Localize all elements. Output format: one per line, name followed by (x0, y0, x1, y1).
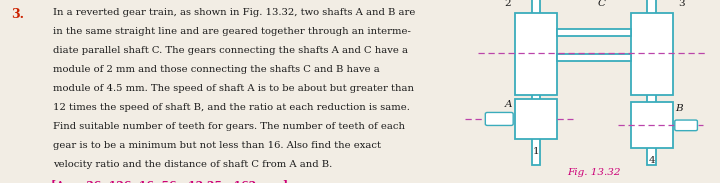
Text: gear is to be a minimum but not less than 16. Also find the exact: gear is to be a minimum but not less tha… (53, 141, 382, 150)
Text: 4: 4 (648, 156, 655, 165)
Text: module of 2 mm and those connecting the shafts C and B have a: module of 2 mm and those connecting the … (53, 65, 380, 74)
Text: B: B (675, 104, 683, 113)
Text: Find suitable number of teeth for gears. The number of teeth of each: Find suitable number of teeth for gears.… (53, 122, 405, 131)
Text: 2: 2 (505, 0, 511, 8)
Text: 1: 1 (533, 147, 539, 156)
Bar (631, 13, 672, 95)
Text: Fig. 13.32: Fig. 13.32 (567, 168, 621, 177)
FancyBboxPatch shape (485, 112, 513, 126)
Text: in the same straight line and are geared together through an interme-: in the same straight line and are geared… (53, 27, 411, 36)
Text: 12 times the speed of shaft B, and the ratio at each reduction is same.: 12 times the speed of shaft B, and the r… (53, 103, 410, 112)
Bar (532, 0, 540, 165)
Text: C: C (598, 0, 606, 8)
Text: In a reverted gear train, as shown in Fig. 13.32, two shafts A and B are: In a reverted gear train, as shown in Fi… (53, 8, 415, 17)
Text: 3.: 3. (12, 8, 24, 21)
Text: [Ans. 36, 126, 16, 56 ; 12.25 ; 162 mm]: [Ans. 36, 126, 16, 56 ; 12.25 ; 162 mm] (51, 180, 288, 183)
Text: module of 4.5 mm. The speed of shaft A is to be about but greater than: module of 4.5 mm. The speed of shaft A i… (53, 84, 415, 93)
Bar (631, 102, 672, 148)
Text: diate parallel shaft C. The gears connecting the shafts A and C have a: diate parallel shaft C. The gears connec… (53, 46, 408, 55)
FancyBboxPatch shape (675, 120, 698, 131)
Bar (557, 54, 631, 61)
Bar (515, 99, 557, 139)
Bar (557, 29, 631, 36)
Bar (647, 0, 656, 165)
Text: velocity ratio and the distance of shaft C from A and B.: velocity ratio and the distance of shaft… (53, 160, 333, 169)
Text: 3: 3 (678, 0, 685, 8)
Text: A: A (505, 100, 513, 109)
Bar (515, 13, 557, 95)
